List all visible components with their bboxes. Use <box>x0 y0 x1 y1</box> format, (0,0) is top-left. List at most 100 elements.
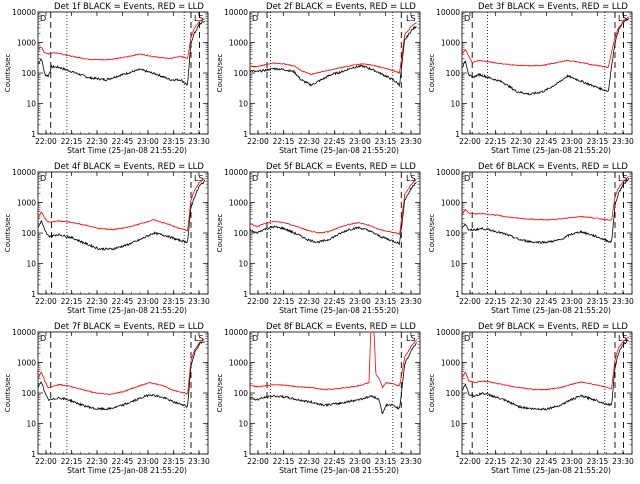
y-tick-label: 10000 <box>224 328 248 337</box>
x-tick-label: 22:15 <box>485 137 507 146</box>
y-tick-label: 100 <box>22 229 37 238</box>
y-tick-label: 100 <box>22 389 37 398</box>
corner-marker-left: D <box>40 174 46 183</box>
x-axis-label: Start Time (25-Jan-08 21:55:20) <box>67 306 187 315</box>
series-line-events <box>249 342 417 415</box>
y-tick-label: 100 <box>234 389 249 398</box>
x-tick-label: 22:30 <box>510 457 532 466</box>
panel-title: Det 2f BLACK = Events, RED = LLD <box>266 2 416 12</box>
x-tick-label: 23:30 <box>400 297 422 306</box>
x-tick-label: 22:45 <box>536 297 558 306</box>
x-axis-label: Start Time (25-Jan-08 21:55:20) <box>279 146 399 155</box>
y-tick-label: 10000 <box>436 8 460 17</box>
x-tick-label: 23:00 <box>137 297 159 306</box>
chart-panel-3: Det 3f BLACK = Events, RED = LLD 1 10 100 10… <box>428 2 634 155</box>
x-tick-label: 22:00 <box>459 297 481 306</box>
series-line-events <box>37 341 205 411</box>
y-tick-label: 1000 <box>229 199 248 208</box>
x-tick-label: 22:00 <box>459 137 481 146</box>
x-tick-label: 22:30 <box>86 297 108 306</box>
y-tick-label: 100 <box>446 229 461 238</box>
chart-panel-7: Det 7f BLACK = Events, RED = LLD 1 10 100 10… <box>4 322 210 475</box>
y-tick-label: 1000 <box>441 199 460 208</box>
y-tick-label: 10000 <box>12 8 36 17</box>
corner-marker-left: D <box>252 14 258 23</box>
y-tick-label: 10 <box>238 260 248 269</box>
plot-frame <box>37 11 209 135</box>
x-axis-label: Start Time (25-Jan-08 21:55:20) <box>491 306 611 315</box>
plot-frame <box>37 171 209 295</box>
series-line-events <box>461 18 629 96</box>
series-line-lld <box>461 16 629 68</box>
x-tick-label: 22:45 <box>536 457 558 466</box>
series-line-events <box>461 339 629 411</box>
corner-marker-left: D <box>40 334 46 343</box>
panel-title: Det 9f BLACK = Events, RED = LLD <box>478 322 628 332</box>
y-axis-label: Counts/sec <box>216 374 224 413</box>
x-tick-label: 23:30 <box>612 457 634 466</box>
corner-marker-right: LS <box>194 174 204 183</box>
corner-marker-right: LS <box>406 174 416 183</box>
y-tick-label: 10 <box>238 100 248 109</box>
series-line-lld <box>249 331 417 391</box>
series-line-lld <box>461 176 629 221</box>
series-line-events <box>461 177 629 245</box>
y-tick-label: 10 <box>238 420 248 429</box>
x-axis-label: Start Time (25-Jan-08 21:55:20) <box>67 466 187 475</box>
x-tick-label: 23:30 <box>400 137 422 146</box>
y-tick-label: 10 <box>450 100 460 109</box>
y-tick-label: 1 <box>243 130 248 139</box>
plot-frame <box>249 331 421 455</box>
y-tick-label: 1 <box>455 130 460 139</box>
y-tick-label: 100 <box>446 389 461 398</box>
x-tick-label: 22:00 <box>247 297 269 306</box>
y-tick-label: 1000 <box>17 359 36 368</box>
y-tick-label: 10000 <box>224 8 248 17</box>
x-axis-label: Start Time (25-Jan-08 21:55:20) <box>279 466 399 475</box>
x-axis-label: Start Time (25-Jan-08 21:55:20) <box>67 146 187 155</box>
corner-marker-left: D <box>464 174 470 183</box>
x-tick-label: 23:30 <box>612 137 634 146</box>
x-tick-label: 22:30 <box>86 137 108 146</box>
corner-marker-right: LS <box>406 334 416 343</box>
x-tick-label: 23:00 <box>137 137 159 146</box>
y-tick-label: 10 <box>450 420 460 429</box>
y-axis-label: Counts/sec <box>4 374 12 413</box>
chart-panel-5: Det 5f BLACK = Events, RED = LLD 1 10 100 10… <box>216 162 422 315</box>
y-tick-label: 100 <box>446 69 461 78</box>
corner-marker-left: D <box>40 14 46 23</box>
x-tick-label: 22:00 <box>247 137 269 146</box>
series-line-lld <box>461 336 629 391</box>
x-axis-label: Start Time (25-Jan-08 21:55:20) <box>491 466 611 475</box>
corner-marker-right: LS <box>618 14 628 23</box>
y-tick-label: 10000 <box>436 328 460 337</box>
panel-title: Det 7f BLACK = Events, RED = LLD <box>54 322 204 332</box>
y-tick-label: 1 <box>31 130 36 139</box>
x-tick-label: 23:00 <box>137 457 159 466</box>
y-tick-label: 1000 <box>17 39 36 48</box>
x-tick-label: 22:45 <box>324 457 346 466</box>
corner-marker-left: D <box>252 174 258 183</box>
x-tick-label: 23:30 <box>612 297 634 306</box>
series-line-events <box>37 20 205 86</box>
x-tick-label: 23:15 <box>375 457 397 466</box>
x-tick-label: 23:15 <box>163 297 185 306</box>
series-line-lld <box>249 22 417 75</box>
x-tick-label: 22:30 <box>298 457 320 466</box>
y-tick-label: 100 <box>234 229 249 238</box>
x-tick-label: 23:15 <box>375 137 397 146</box>
corner-marker-right: LS <box>618 174 628 183</box>
y-tick-label: 1 <box>243 290 248 299</box>
y-tick-label: 1000 <box>17 199 36 208</box>
y-tick-label: 1 <box>31 290 36 299</box>
y-tick-label: 10 <box>26 100 36 109</box>
y-tick-label: 100 <box>22 69 37 78</box>
x-tick-label: 23:15 <box>587 297 609 306</box>
x-tick-label: 22:15 <box>273 297 295 306</box>
y-tick-label: 1 <box>243 450 248 459</box>
y-tick-label: 10000 <box>224 168 248 177</box>
corner-marker-right: LS <box>194 14 204 23</box>
x-tick-label: 23:00 <box>561 457 583 466</box>
